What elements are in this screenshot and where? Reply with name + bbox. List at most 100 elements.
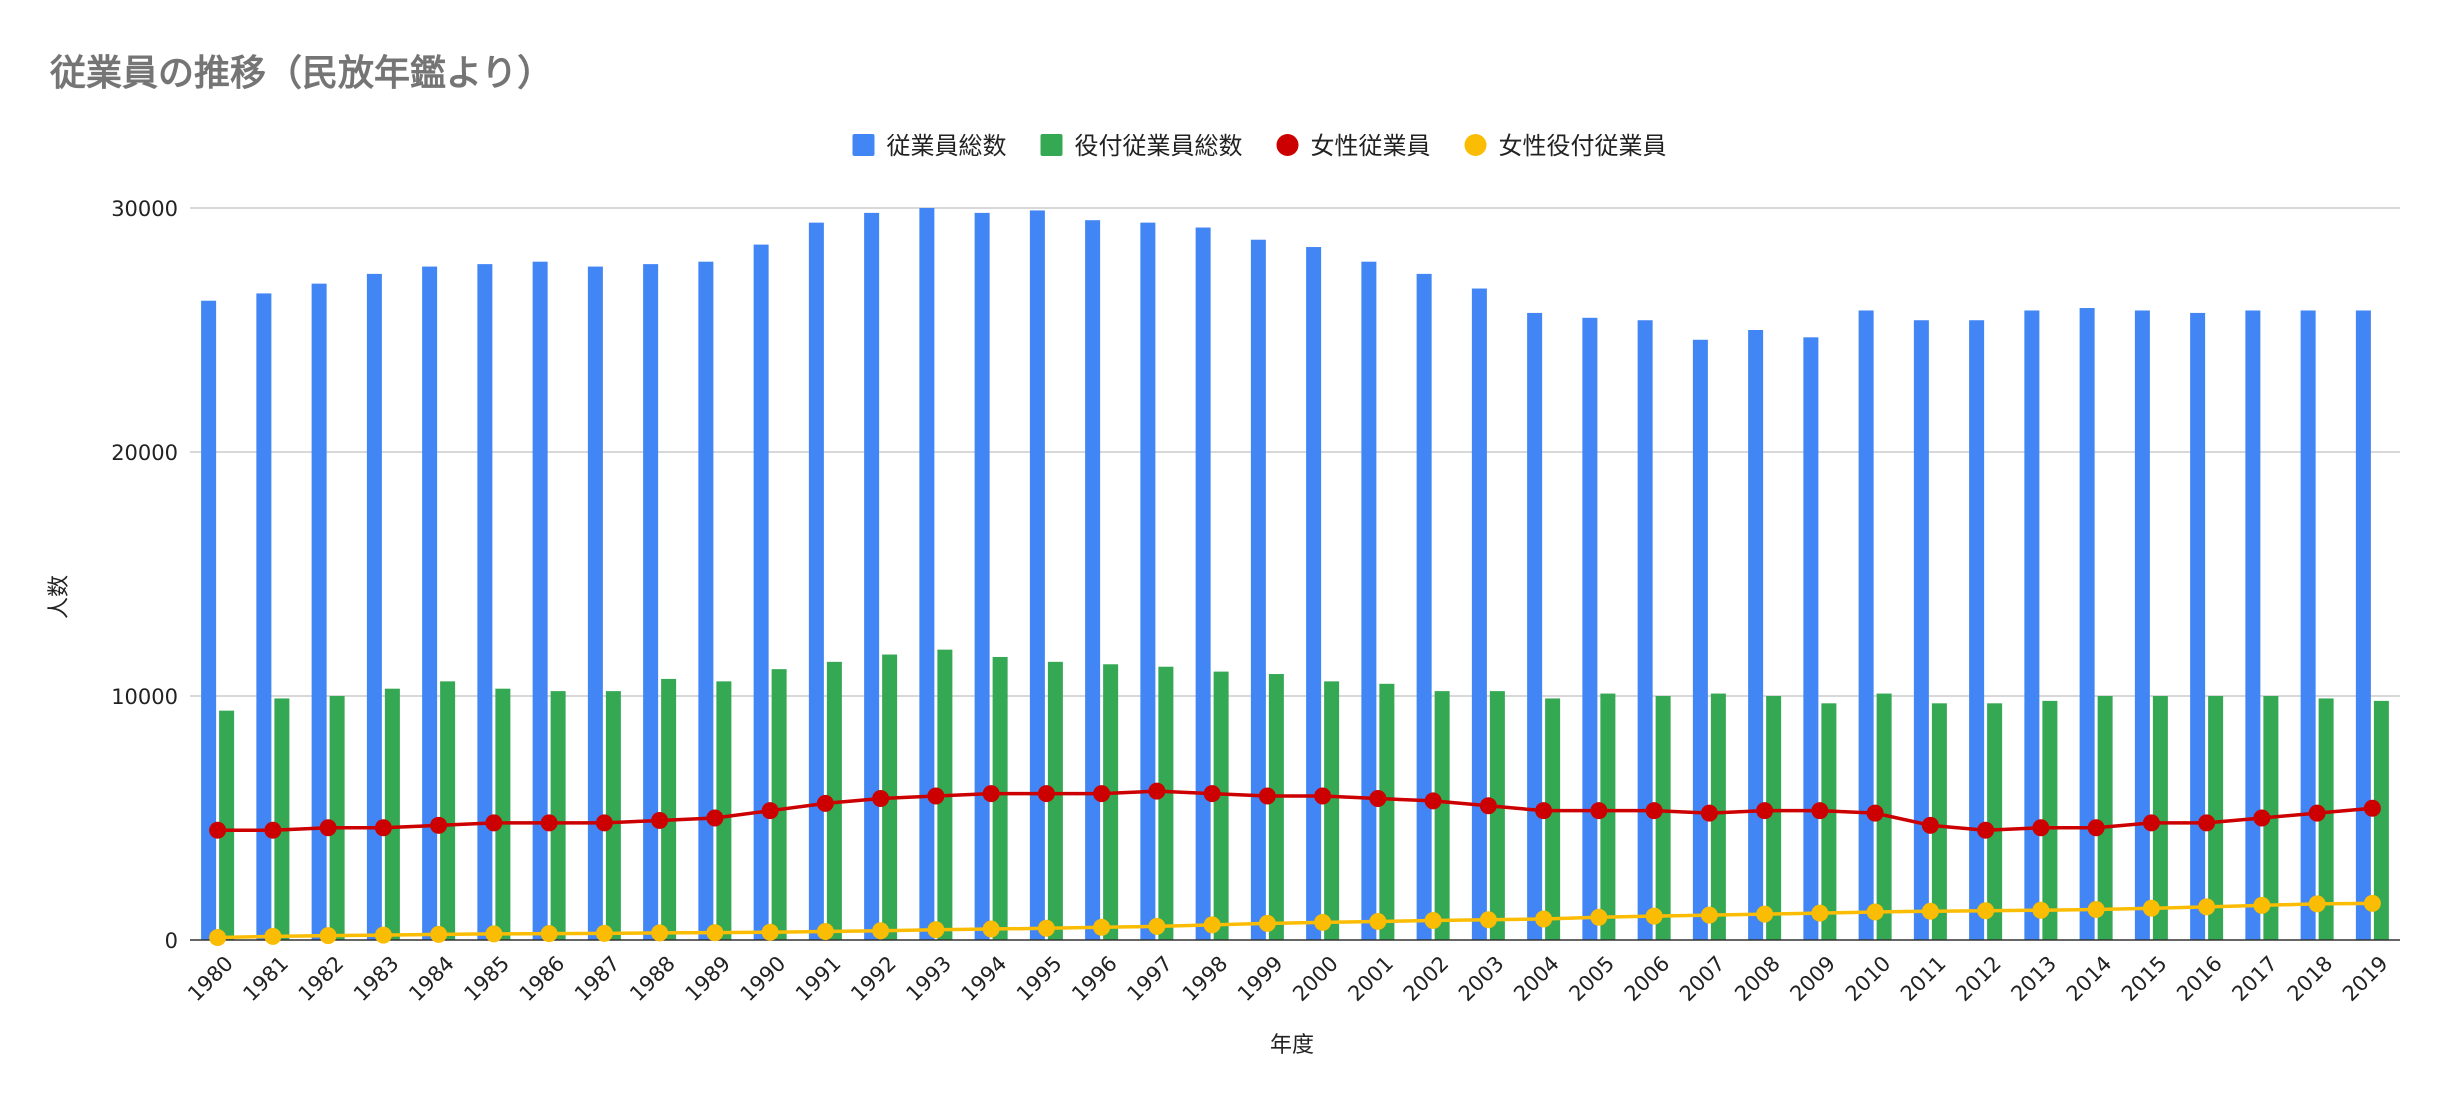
legend-swatch-女性役付従業員: [1464, 134, 1487, 156]
bar-従業員総数-1987: [587, 266, 603, 940]
bar-役付従業員総数-2018: [2318, 698, 2334, 940]
bar-従業員総数-1998: [1195, 227, 1211, 940]
bar-役付従業員総数-2015: [2152, 696, 2168, 940]
point-女性従業員-2013: [2032, 819, 2050, 837]
point-女性従業員-1988: [651, 811, 669, 829]
point-女性役付従業員-1986: [540, 925, 558, 943]
legend-swatch-従業員総数: [852, 134, 875, 156]
point-女性役付従業員-2015: [2142, 899, 2160, 917]
line-series: [209, 782, 2381, 947]
bar-従業員総数-1985: [477, 264, 493, 940]
bar-役付従業員総数-1995: [1047, 661, 1063, 940]
point-女性従業員-2009: [1811, 802, 1829, 820]
x-axis-title: 年度: [1270, 1033, 1314, 1058]
point-女性役付従業員-1994: [982, 920, 1000, 938]
bar-役付従業員総数-1989: [716, 681, 732, 940]
y-tick-label-10000: 10000: [111, 685, 178, 709]
x-tick-label-1989: 1989: [680, 951, 735, 1006]
x-tick-label-1994: 1994: [957, 951, 1012, 1006]
gridlines: [190, 207, 2400, 697]
point-女性役付従業員-1997: [1148, 917, 1166, 935]
point-女性役付従業員-1984: [430, 925, 448, 943]
bar-従業員総数-2013: [2024, 310, 2040, 941]
bar-役付従業員総数-1985: [495, 688, 511, 940]
point-女性役付従業員-1983: [374, 926, 392, 944]
bar-役付従業員総数-1990: [771, 669, 787, 940]
point-女性従業員-1987: [595, 814, 613, 832]
x-tick-label-1985: 1985: [459, 951, 514, 1006]
bar-従業員総数-2005: [1582, 317, 1598, 940]
point-女性役付従業員-1993: [927, 921, 945, 939]
point-女性従業員-2001: [1369, 789, 1387, 807]
bar-役付従業員総数-1980: [219, 710, 235, 940]
point-女性従業員-2010: [1866, 804, 1884, 822]
point-女性従業員-2018: [2308, 804, 2326, 822]
point-女性従業員-2008: [1756, 802, 1774, 820]
bar-従業員総数-2004: [1527, 312, 1543, 940]
point-女性従業員-2003: [1479, 797, 1497, 815]
legend-swatch-女性従業員: [1276, 134, 1299, 156]
point-女性役付従業員-2012: [1977, 902, 1995, 920]
bar-従業員総数-2017: [2245, 310, 2261, 941]
point-女性役付従業員-1995: [1037, 919, 1055, 937]
bar-役付従業員総数-2006: [1655, 696, 1671, 940]
x-tick-label-1986: 1986: [515, 951, 570, 1006]
point-女性従業員-1981: [264, 821, 282, 839]
bar-series: [201, 208, 2389, 941]
x-tick-label-2018: 2018: [2283, 951, 2338, 1006]
bar-従業員総数-2016: [2190, 312, 2206, 940]
bar-役付従業員総数-2009: [1821, 703, 1837, 940]
line-女性従業員: [217, 789, 2373, 832]
bar-従業員総数-1980: [201, 300, 217, 941]
point-女性役付従業員-1981: [264, 927, 282, 945]
bar-役付従業員総数-2008: [1766, 696, 1782, 940]
x-tick-label-1998: 1998: [1178, 951, 1233, 1006]
point-女性役付従業員-2006: [1645, 907, 1663, 925]
bar-役付従業員総数-2007: [1710, 693, 1726, 940]
series-役付従業員総数: [219, 649, 2389, 940]
bar-従業員総数-1995: [1029, 210, 1045, 940]
point-女性従業員-2016: [2198, 814, 2216, 832]
point-女性役付従業員-2017: [2253, 896, 2271, 914]
x-tick-label-2013: 2013: [2006, 951, 2061, 1006]
bar-従業員総数-1997: [1140, 222, 1156, 940]
point-女性役付従業員-2000: [1314, 913, 1332, 931]
y-axis-title: 人数: [47, 575, 72, 619]
bar-従業員総数-2003: [1471, 288, 1487, 940]
x-tick-label-1980: 1980: [183, 951, 238, 1006]
point-女性役付従業員-2013: [2032, 901, 2050, 919]
x-tick-label-2015: 2015: [2117, 951, 2172, 1006]
bar-従業員総数-1990: [753, 244, 769, 941]
y-tick-label-30000: 30000: [111, 197, 178, 221]
bar-役付従業員総数-2004: [1545, 698, 1561, 940]
point-女性従業員-2017: [2253, 809, 2271, 827]
bar-従業員総数-2008: [1748, 330, 1764, 940]
point-女性従業員-2007: [1700, 804, 1718, 822]
chart-title: 従業員の推移（民放年鑑より）: [50, 53, 554, 94]
point-女性役付従業員-2019: [2363, 894, 2381, 912]
bar-従業員総数-1999: [1250, 239, 1266, 941]
bar-従業員総数-2009: [1803, 337, 1819, 940]
bar-役付従業員総数-1999: [1268, 674, 1284, 940]
x-tick-label-2017: 2017: [2227, 951, 2282, 1006]
point-女性役付従業員-2005: [1590, 908, 1608, 926]
bar-役付従業員総数-1983: [384, 688, 400, 940]
legend-item-女性従業員: 女性従業員: [1276, 132, 1431, 160]
point-女性役付従業員-2001: [1369, 912, 1387, 930]
bar-役付従業員総数-2012: [1987, 703, 2003, 940]
x-tick-label-1987: 1987: [570, 951, 625, 1006]
legend-item-女性役付従業員: 女性役付従業員: [1464, 132, 1667, 160]
x-tick-label-1990: 1990: [736, 951, 791, 1006]
y-tick-label-0: 0: [165, 929, 178, 953]
x-tick-label-1981: 1981: [238, 951, 293, 1006]
x-tick-label-1983: 1983: [349, 951, 404, 1006]
bar-役付従業員総数-2013: [2042, 700, 2058, 940]
x-tick-label-2000: 2000: [1288, 951, 1343, 1006]
point-女性従業員-1994: [982, 785, 1000, 803]
bar-従業員総数-2015: [2134, 310, 2150, 941]
bar-役付従業員総数-2001: [1379, 683, 1395, 940]
x-tick-label-1999: 1999: [1233, 951, 1288, 1006]
bar-従業員総数-2018: [2300, 310, 2316, 941]
